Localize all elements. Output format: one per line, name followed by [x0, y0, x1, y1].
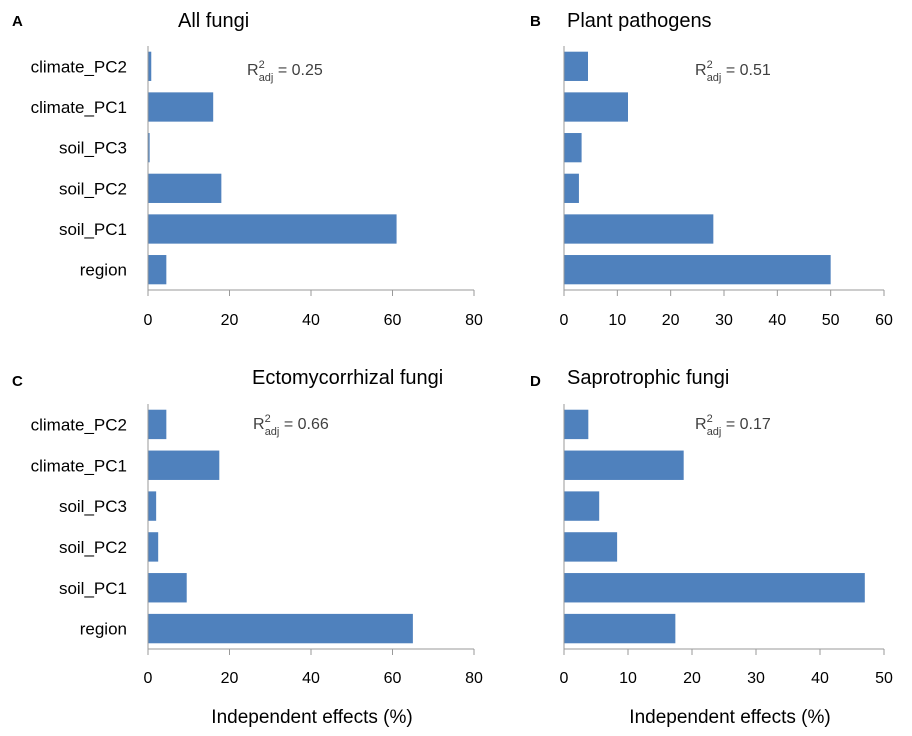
panel-d-x-tick-label: 50: [875, 670, 893, 687]
panel-b-bar-climate-pc1: [564, 92, 628, 122]
panel-a: A All fungi R2 adj = 0.25 climate_PC2climate…: [12, 10, 483, 329]
panel-c-bar-soil-pc1: [148, 573, 187, 603]
panel-b-x-tick-label: 20: [662, 312, 680, 329]
panel-c-category-label: soil_PC2: [59, 538, 127, 557]
panel-d-letter: D: [530, 373, 541, 390]
panel-a-x-tick-label: 20: [221, 312, 239, 329]
panel-c-category-label: soil_PC3: [59, 497, 127, 516]
panel-d-x-tick-label: 0: [560, 670, 569, 687]
panel-b-x-tick-label: 10: [608, 312, 626, 329]
panel-c-category-label: region: [80, 620, 127, 639]
panel-c-x-axis-label: Independent effects (%): [211, 707, 412, 728]
panel-c-r2-annotation: R2 adj = 0.66: [253, 413, 329, 438]
panel-d-bar-soil-pc3: [564, 491, 600, 521]
panel-c-bar-region: [148, 613, 413, 644]
panel-d-title: Saprotrophic fungi: [567, 367, 729, 389]
panel-a-title: All fungi: [178, 10, 249, 32]
panel-c-x-tick-label: 80: [465, 670, 483, 687]
panel-d-x-tick-label: 20: [683, 670, 701, 687]
panel-a-x-tick-label: 40: [302, 312, 320, 329]
panel-c-bar-soil-pc3: [148, 491, 157, 521]
panel-a-letter: A: [12, 13, 23, 30]
panel-b-r2-annotation: R2 adj = 0.51: [695, 59, 771, 84]
panel-a-bar-region: [148, 255, 167, 285]
panel-c-letter: C: [12, 373, 23, 390]
panel-d-x-tick-label: 10: [619, 670, 637, 687]
panel-b: B Plant pathogens R2 adj = 0.51 0 10 20 30 40 50 6…: [530, 10, 893, 329]
panel-c-category-label: climate_PC1: [31, 456, 127, 475]
panel-a-x-tick-label: 60: [384, 312, 402, 329]
panel-a-category-label: soil_PC1: [59, 220, 127, 239]
panel-a-category-label: soil_PC3: [59, 139, 127, 158]
panel-b-title: Plant pathogens: [567, 10, 712, 32]
panel-d-bar-region: [564, 613, 676, 644]
panel-b-letter: B: [530, 13, 541, 30]
panel-a-r2-annotation: R2 adj = 0.25: [247, 59, 323, 84]
panel-a-bar-soil-pc1: [148, 214, 397, 244]
panel-b-bar-climate-pc2: [564, 51, 588, 81]
panel-d-x-tick-label: 30: [747, 670, 765, 687]
panel-c: C Ectomycorrhizal fungi R2 adj = 0.66 climat…: [12, 367, 483, 728]
panel-b-x-tick-label: 0: [560, 312, 569, 329]
panel-b-bar-soil-pc3: [564, 133, 582, 163]
panel-a-category-label: climate_PC2: [31, 57, 127, 76]
panel-a-bar-climate-pc2: [148, 51, 152, 81]
panel-c-bar-soil-pc2: [148, 532, 159, 562]
panel-a-x-tick-label: 0: [144, 312, 153, 329]
panel-c-category-label: climate_PC2: [31, 415, 127, 434]
panel-d-x-tick-label: 40: [811, 670, 829, 687]
panel-a-category-label: region: [80, 261, 127, 280]
panel-d-x-axis-label: Independent effects (%): [629, 707, 830, 728]
panel-c-x-tick-label: 0: [144, 670, 153, 687]
panel-a-bar-soil-pc2: [148, 173, 222, 203]
panel-b-bar-soil-pc2: [564, 173, 579, 203]
panel-d-bar-soil-pc2: [564, 532, 618, 562]
panel-a-x-tick-label: 80: [465, 312, 483, 329]
panel-c-title: Ectomycorrhizal fungi: [252, 367, 443, 389]
panel-b-bar-region: [564, 255, 831, 285]
panel-a-category-label: climate_PC1: [31, 98, 127, 117]
panel-d: D Saprotrophic fungi R2 adj = 0.17 0 10 20 30 40…: [530, 367, 893, 728]
panel-a-bar-soil-pc3: [148, 133, 150, 163]
panel-d-bar-climate-pc1: [564, 450, 684, 480]
panel-b-x-tick-label: 30: [715, 312, 733, 329]
panel-b-x-tick-label: 40: [768, 312, 786, 329]
panel-c-x-tick-label: 40: [302, 670, 320, 687]
panel-d-r2-annotation: R2 adj = 0.17: [695, 413, 771, 438]
panel-c-x-tick-label: 60: [384, 670, 402, 687]
panel-d-bar-soil-pc1: [564, 573, 865, 603]
panel-b-x-tick-label: 60: [875, 312, 893, 329]
panel-a-bar-climate-pc1: [148, 92, 214, 122]
panel-c-bar-climate-pc1: [148, 450, 220, 480]
panel-b-bar-soil-pc1: [564, 214, 714, 244]
panel-c-bar-climate-pc2: [148, 409, 167, 440]
panel-b-x-tick-label: 50: [822, 312, 840, 329]
panel-a-category-label: soil_PC2: [59, 179, 127, 198]
panel-c-category-label: soil_PC1: [59, 579, 127, 598]
panel-d-bar-climate-pc2: [564, 409, 589, 440]
panel-c-x-tick-label: 20: [221, 670, 239, 687]
